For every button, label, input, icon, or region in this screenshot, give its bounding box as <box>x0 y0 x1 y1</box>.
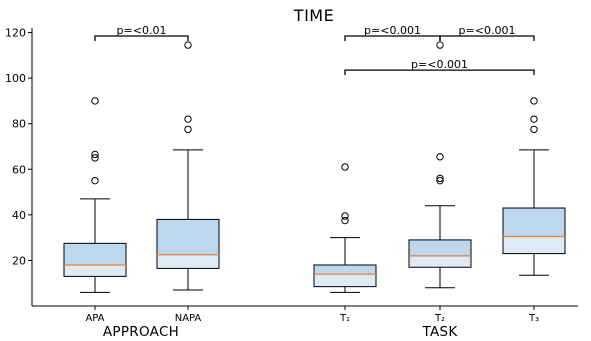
box-outline <box>313 264 377 288</box>
outlier-point <box>184 41 192 49</box>
box-lower-half <box>409 255 471 268</box>
category-label: T₂ <box>434 313 445 324</box>
y-tick-label: 80 <box>12 118 26 131</box>
outlier-point <box>530 125 538 134</box>
box-lower-half <box>157 254 219 269</box>
outlier-point <box>91 176 99 185</box>
box-lower-half <box>503 236 565 254</box>
significance-label: p=<0.01 <box>117 24 167 37</box>
box-upper-half <box>503 208 565 237</box>
outlier-point <box>530 115 538 123</box>
box-upper-half <box>64 243 126 265</box>
outlier-point <box>91 154 99 162</box>
plot-area: 20 40 60 80 100 120 APA NAPA T₁ T₂ T₃ APPROACH TASK p… <box>5 24 578 340</box>
significance-bracket <box>439 35 535 41</box>
outlier-point <box>184 115 192 123</box>
significance-bracket <box>344 69 535 76</box>
outlier-point <box>91 97 99 105</box>
outlier-point <box>436 153 444 161</box>
outlier-point <box>341 216 349 225</box>
outlier-point <box>436 41 444 49</box>
box-outline <box>408 239 472 268</box>
outlier-point <box>91 150 99 159</box>
category-label: T₁ <box>339 313 350 324</box>
box-upper-half <box>409 239 471 256</box>
category-label: APA <box>85 313 104 324</box>
outlier-point <box>341 212 349 220</box>
outlier-point <box>436 174 444 183</box>
outlier-point <box>436 176 444 185</box>
outlier-point <box>530 97 538 105</box>
category-label: T₃ <box>528 313 539 324</box>
y-tick-label: 120 <box>5 27 26 40</box>
significance-label: p=<0.001 <box>364 24 421 37</box>
box-upper-half <box>157 219 219 255</box>
y-tick-label: 40 <box>12 209 26 222</box>
box-lower-half <box>64 264 126 277</box>
box-outline <box>156 218 220 269</box>
box-lower-half <box>314 274 376 287</box>
chart-title: TIME <box>293 6 334 25</box>
category-label: NAPA <box>175 313 202 324</box>
box-upper-half <box>314 264 376 275</box>
group-label: APPROACH <box>103 324 179 340</box>
y-tick-label: 60 <box>12 163 26 176</box>
outlier-point <box>184 125 192 134</box>
y-tick-label: 20 <box>12 254 26 267</box>
y-tick-label: 100 <box>5 72 26 85</box>
group-label: TASK <box>421 324 458 340</box>
outlier-point <box>341 163 349 171</box>
significance-label: p=<0.001 <box>459 24 516 37</box>
significance-label: p=<0.001 <box>411 58 468 71</box>
significance-bracket <box>94 35 189 41</box>
box-outline <box>502 207 566 255</box>
box-outline <box>63 242 127 277</box>
